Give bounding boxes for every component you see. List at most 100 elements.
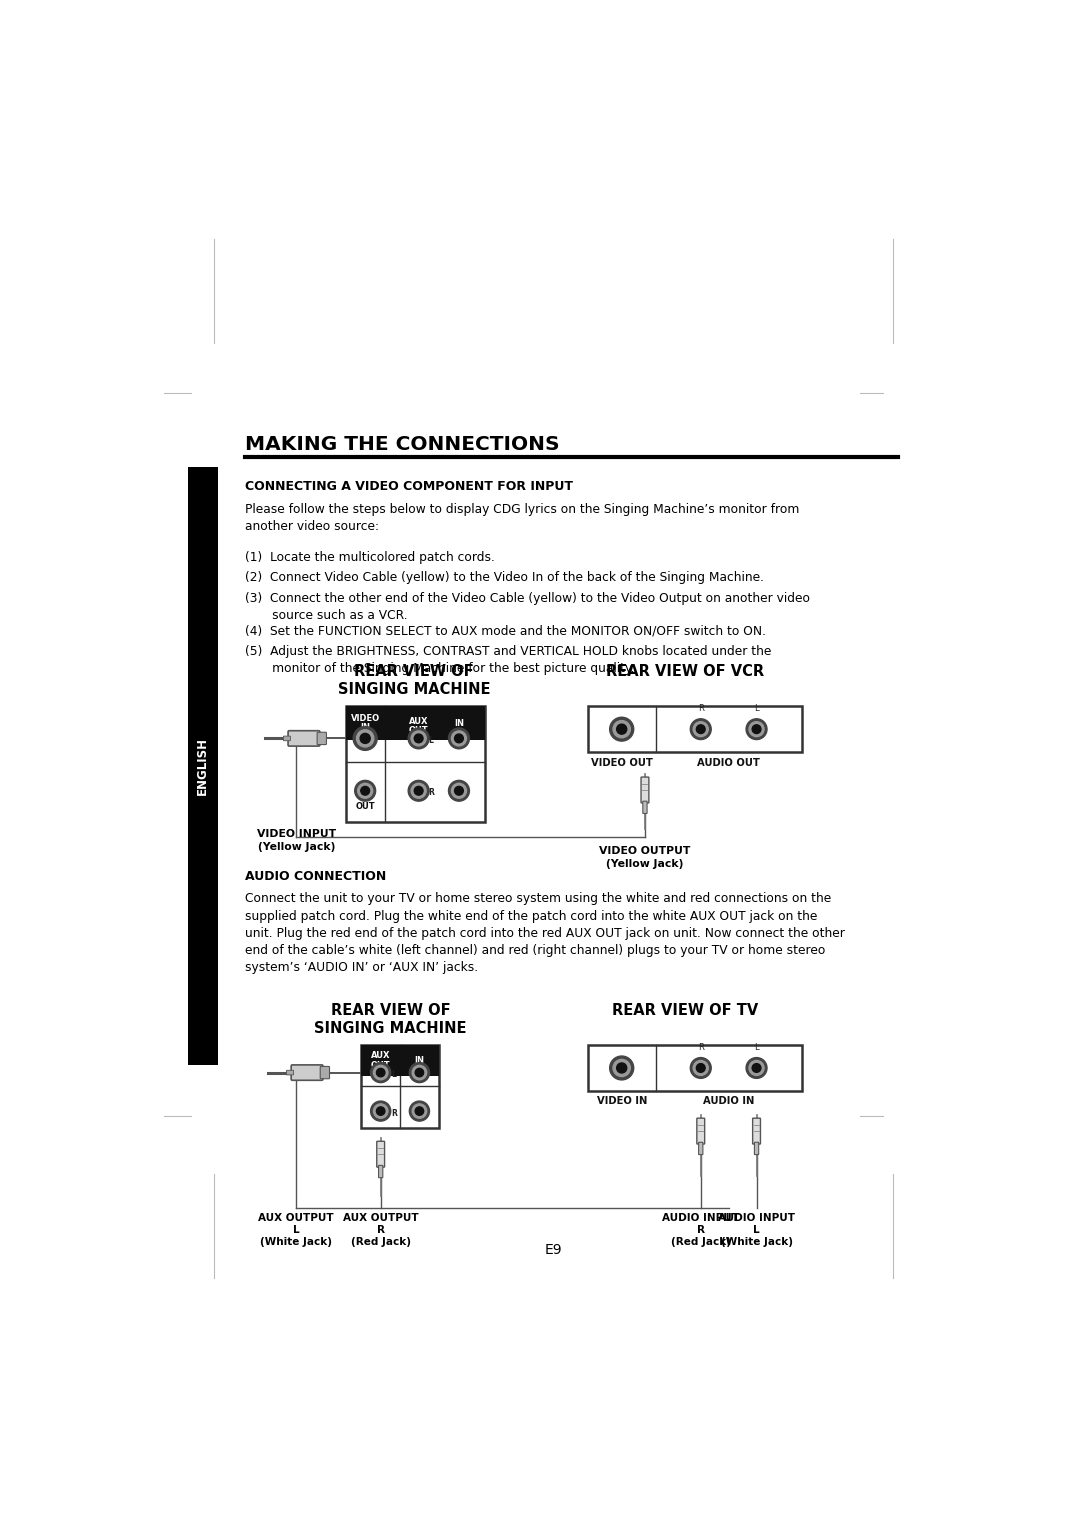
Circle shape	[693, 1060, 708, 1075]
Text: REAR VIEW OF
SINGING MACHINE: REAR VIEW OF SINGING MACHINE	[338, 664, 490, 698]
Text: ENGLISH: ENGLISH	[197, 738, 210, 796]
FancyBboxPatch shape	[288, 731, 320, 747]
Text: AUX OUTPUT
R
(Red Jack): AUX OUTPUT R (Red Jack)	[342, 1212, 418, 1246]
Circle shape	[617, 1063, 626, 1073]
Circle shape	[455, 734, 463, 742]
Text: VIDEO OUT: VIDEO OUT	[591, 757, 652, 768]
Text: CONNECTING A VIDEO COMPONENT FOR INPUT: CONNECTING A VIDEO COMPONENT FOR INPUT	[245, 479, 573, 493]
Text: MAKING THE CONNECTIONS: MAKING THE CONNECTIONS	[245, 435, 559, 454]
Circle shape	[752, 1064, 761, 1072]
FancyBboxPatch shape	[753, 1118, 760, 1144]
FancyBboxPatch shape	[642, 777, 649, 803]
FancyBboxPatch shape	[321, 1066, 329, 1078]
Circle shape	[752, 725, 761, 733]
FancyBboxPatch shape	[286, 1070, 294, 1075]
Circle shape	[408, 728, 429, 748]
Text: AUDIO IN: AUDIO IN	[703, 1096, 754, 1107]
Circle shape	[690, 1058, 712, 1078]
Text: E9: E9	[544, 1243, 563, 1257]
Circle shape	[697, 1064, 705, 1072]
Text: R: R	[391, 1109, 396, 1118]
Text: REAR VIEW OF VCR: REAR VIEW OF VCR	[606, 664, 765, 680]
Circle shape	[353, 727, 377, 750]
Circle shape	[610, 718, 634, 741]
Text: L: L	[754, 704, 759, 713]
Circle shape	[411, 783, 427, 799]
Circle shape	[613, 1060, 631, 1077]
Circle shape	[413, 1066, 427, 1080]
Bar	[589, 1044, 801, 1092]
Circle shape	[415, 1069, 423, 1077]
Text: OUT: OUT	[355, 802, 375, 811]
Circle shape	[408, 780, 429, 802]
Text: (5)  Adjust the BRIGHTNESS, CONTRAST and VERTICAL HOLD knobs located under the
 : (5) Adjust the BRIGHTNESS, CONTRAST and …	[245, 646, 771, 675]
Text: R: R	[429, 788, 434, 797]
Text: VIDEO IN: VIDEO IN	[596, 1096, 647, 1107]
Text: REAR VIEW OF
SINGING MACHINE: REAR VIEW OF SINGING MACHINE	[314, 1003, 467, 1037]
Text: AUDIO INPUT
R
(Red Jack): AUDIO INPUT R (Red Jack)	[662, 1212, 739, 1246]
Bar	[362, 1044, 438, 1128]
Text: IN: IN	[454, 719, 464, 727]
FancyBboxPatch shape	[379, 1165, 382, 1177]
Text: VIDEO INPUT
(Yellow Jack): VIDEO INPUT (Yellow Jack)	[257, 829, 336, 852]
Circle shape	[455, 786, 463, 796]
Circle shape	[409, 1063, 430, 1083]
Bar	[589, 705, 801, 753]
Circle shape	[750, 722, 764, 736]
Circle shape	[370, 1101, 391, 1121]
Bar	[362, 1044, 438, 1075]
Circle shape	[613, 721, 631, 738]
Circle shape	[746, 1058, 767, 1078]
Bar	[346, 705, 485, 822]
Circle shape	[374, 1104, 388, 1118]
Circle shape	[356, 730, 374, 747]
Text: Please follow the steps below to display CDG lyrics on the Singing Machine’s mon: Please follow the steps below to display…	[245, 502, 799, 533]
FancyBboxPatch shape	[377, 1141, 384, 1167]
Circle shape	[697, 725, 705, 733]
Text: R: R	[698, 1043, 704, 1052]
Text: VIDEO
IN: VIDEO IN	[351, 713, 380, 733]
Text: REAR VIEW OF TV: REAR VIEW OF TV	[612, 1003, 758, 1019]
Text: (2)  Connect Video Cable (yellow) to the Video In of the back of the Singing Mac: (2) Connect Video Cable (yellow) to the …	[245, 571, 764, 585]
Circle shape	[415, 1107, 423, 1115]
Circle shape	[693, 722, 708, 736]
FancyBboxPatch shape	[318, 733, 326, 745]
Circle shape	[377, 1107, 384, 1115]
Circle shape	[370, 1063, 391, 1083]
Circle shape	[360, 733, 370, 744]
Text: (3)  Connect the other end of the Video Cable (yellow) to the Video Output on an: (3) Connect the other end of the Video C…	[245, 592, 810, 621]
FancyBboxPatch shape	[292, 1064, 323, 1080]
Text: AUDIO INPUT
L
(White Jack): AUDIO INPUT L (White Jack)	[718, 1212, 795, 1246]
FancyBboxPatch shape	[699, 1142, 703, 1154]
Circle shape	[413, 1104, 427, 1118]
Text: AUX
OUT: AUX OUT	[409, 716, 429, 736]
Bar	[346, 705, 485, 741]
Circle shape	[409, 1101, 430, 1121]
Circle shape	[750, 1060, 764, 1075]
Text: AUDIO CONNECTION: AUDIO CONNECTION	[245, 870, 387, 883]
Text: L: L	[754, 1043, 759, 1052]
Circle shape	[617, 724, 626, 734]
Circle shape	[690, 719, 712, 739]
Circle shape	[746, 719, 767, 739]
Circle shape	[451, 783, 467, 799]
FancyBboxPatch shape	[697, 1118, 704, 1144]
Circle shape	[610, 1057, 634, 1080]
Circle shape	[411, 731, 427, 745]
Text: Connect the unit to your TV or home stereo system using the white and red connec: Connect the unit to your TV or home ster…	[245, 892, 845, 974]
Circle shape	[448, 780, 470, 802]
FancyBboxPatch shape	[643, 802, 647, 814]
FancyBboxPatch shape	[283, 736, 291, 741]
Circle shape	[377, 1069, 384, 1077]
Circle shape	[361, 786, 369, 796]
Circle shape	[415, 734, 423, 742]
Text: AUX OUTPUT
L
(White Jack): AUX OUTPUT L (White Jack)	[258, 1212, 334, 1246]
Circle shape	[451, 731, 467, 745]
Text: L: L	[391, 1070, 395, 1080]
Bar	[188, 467, 218, 1064]
Circle shape	[357, 783, 373, 799]
FancyBboxPatch shape	[755, 1142, 758, 1154]
Text: IN: IN	[415, 1055, 424, 1064]
Text: AUDIO OUT: AUDIO OUT	[698, 757, 760, 768]
Circle shape	[374, 1066, 388, 1080]
